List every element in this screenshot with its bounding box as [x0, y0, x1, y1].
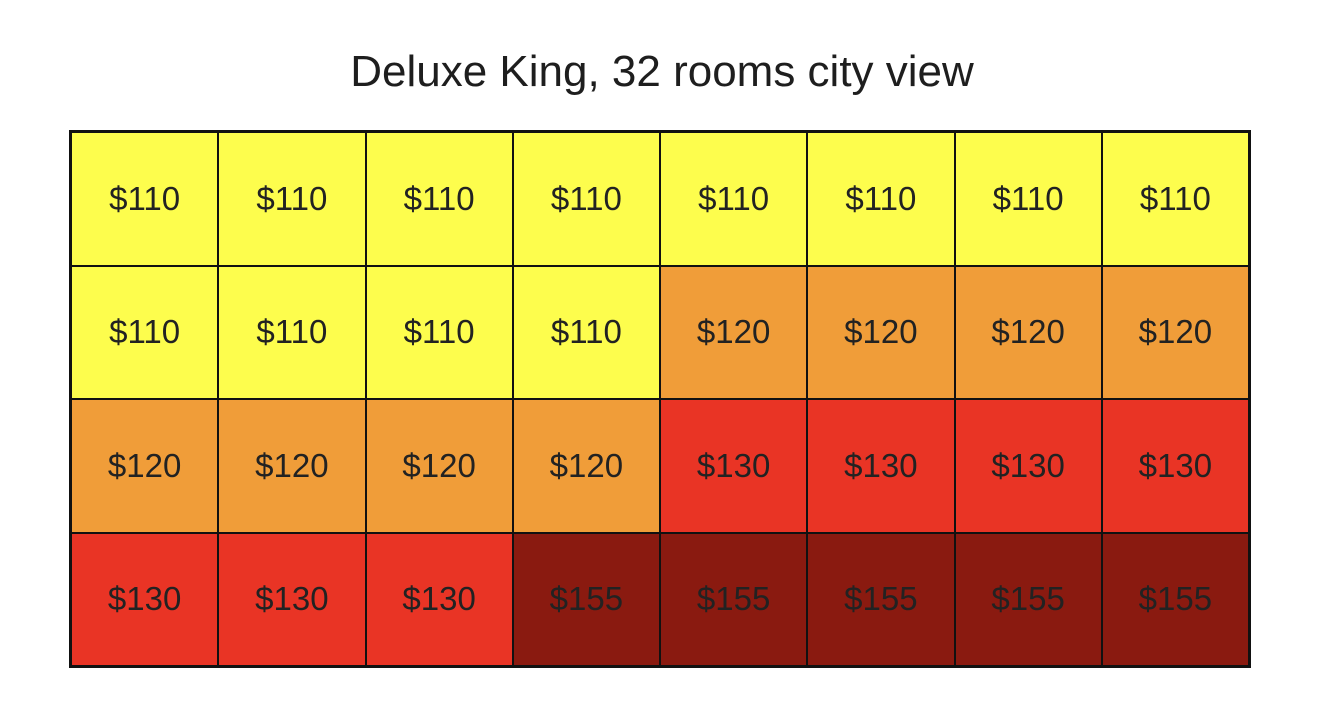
heatmap-cell: $130 — [954, 399, 1102, 533]
heatmap-cell: $120 — [1101, 265, 1249, 399]
heatmap-cell: $110 — [807, 132, 955, 266]
heatmap-cell: $130 — [365, 532, 513, 666]
heatmap-cell: $130 — [807, 399, 955, 533]
heatmap-cell: $110 — [512, 265, 660, 399]
heatmap-cell: $110 — [512, 132, 660, 266]
heatmap-cell: $110 — [954, 132, 1102, 266]
heatmap-cell: $110 — [1101, 132, 1249, 266]
heatmap-cell: $110 — [218, 265, 366, 399]
heatmap-cell: $120 — [218, 399, 366, 533]
heatmap-cell: $120 — [660, 265, 808, 399]
heatmap-cell: $110 — [218, 132, 366, 266]
heatmap-cell: $120 — [71, 399, 219, 533]
heatmap-cell: $130 — [71, 532, 219, 666]
heatmap-cell: $155 — [1101, 532, 1249, 666]
heatmap-cell: $110 — [71, 132, 219, 266]
heatmap-cell: $120 — [954, 265, 1102, 399]
heatmap-grid: $110 $110 $110 $110 $110 $110 $110 $110 $110 $110… — [69, 130, 1251, 668]
heatmap-cell: $110 — [365, 265, 513, 399]
heatmap-cell: $155 — [660, 532, 808, 666]
chart-title: Deluxe King, 32 rooms city view — [350, 47, 974, 96]
heatmap-cell: $110 — [365, 132, 513, 266]
heatmap-cell: $130 — [660, 399, 808, 533]
heatmap-cell: $110 — [660, 132, 808, 266]
heatmap-cell: $120 — [512, 399, 660, 533]
heatmap-cell: $120 — [365, 399, 513, 533]
heatmap-cell: $110 — [71, 265, 219, 399]
heatmap-cell: $155 — [807, 532, 955, 666]
heatmap-cell: $130 — [1101, 399, 1249, 533]
heatmap-cell: $155 — [954, 532, 1102, 666]
heatmap-cell: $130 — [218, 532, 366, 666]
heatmap-cell: $120 — [807, 265, 955, 399]
heatmap-cell: $155 — [512, 532, 660, 666]
